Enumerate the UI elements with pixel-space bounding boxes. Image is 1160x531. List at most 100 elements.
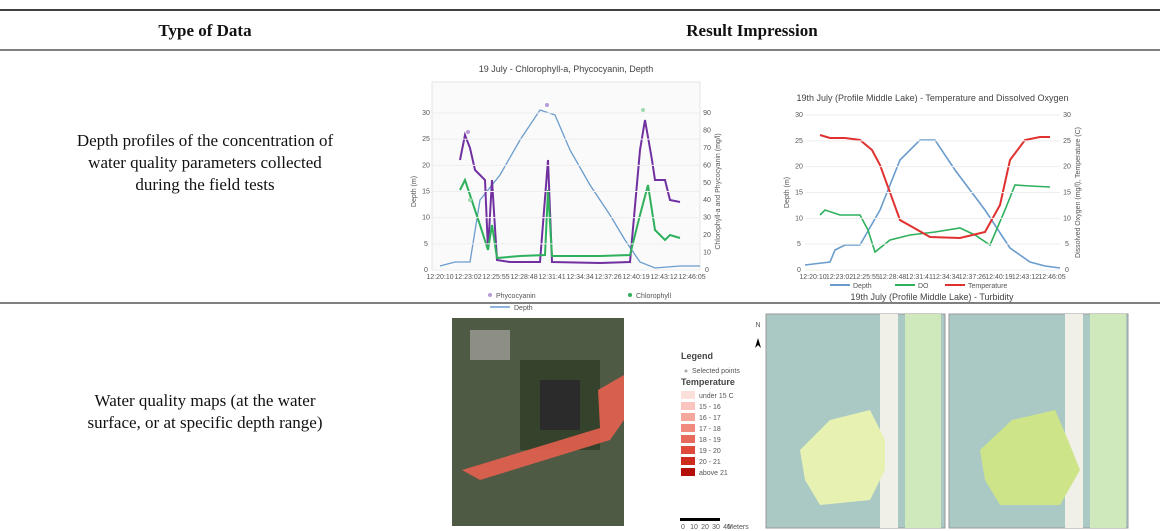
figure-title: 19th July (Profile Middle Lake) - Temper… <box>797 93 1069 103</box>
map-images <box>452 314 1128 528</box>
map-legend-item: 15 - 16 <box>699 404 721 411</box>
figure-title: 19 July - Chlorophyll-a, Phycocyanin, De… <box>479 64 654 74</box>
x-tick: 12:31:41 <box>906 274 933 281</box>
y-tick: 20 <box>795 164 803 171</box>
y2-tick: 10 <box>1063 215 1071 222</box>
map-legend-item: above 21 <box>699 470 728 477</box>
legend-point <box>685 370 688 373</box>
x-tick: 12:34:34 <box>932 274 959 281</box>
y-label: Depth (m) <box>784 177 791 208</box>
x-tick: 12:46:05 <box>1038 274 1065 281</box>
y-tick: 15 <box>795 190 803 197</box>
y-tick: 20 <box>422 162 430 169</box>
legend-swatch <box>681 468 695 476</box>
header: Result Impression <box>686 21 818 40</box>
y-tick: 30 <box>795 112 803 119</box>
legend-label: DO <box>918 283 929 290</box>
legend-swatch <box>681 424 695 432</box>
scale-label: 0 <box>681 524 685 531</box>
map-legend-item: 16 - 17 <box>699 415 721 422</box>
north-arrow-label: N <box>755 322 760 329</box>
scale-label: Meters <box>727 524 749 531</box>
y2-tick: 10 <box>703 250 711 257</box>
scale-label: 20 <box>701 524 709 531</box>
x-tick: 12:23:02 <box>826 274 853 281</box>
figure-caption: 19th July (Profile Middle Lake) - Turbid… <box>850 292 1014 302</box>
x-tick: 12:40:19 <box>622 274 649 281</box>
x-tick: 12:20:10 <box>426 274 453 281</box>
header: Type of Data <box>158 21 252 40</box>
x-tick: 12:28:48 <box>510 274 537 281</box>
y2-tick: 40 <box>703 197 711 204</box>
map-legend-item: 18 - 19 <box>699 437 721 444</box>
y2-tick: 70 <box>703 145 711 152</box>
legend-swatch <box>681 446 695 454</box>
page: Type of Data Result Impression Depth pro… <box>0 0 1160 531</box>
y2-tick: 0 <box>705 267 709 274</box>
y2-tick: 0 <box>1065 267 1069 274</box>
x-tick: 12:43:12 <box>650 274 677 281</box>
y2-tick: 20 <box>703 232 711 239</box>
x-tick: 12:40:19 <box>985 274 1012 281</box>
x-tick: 12:23:02 <box>454 274 481 281</box>
y-tick: 5 <box>424 241 428 248</box>
legend-swatch <box>681 402 695 410</box>
y2-tick: 5 <box>1065 241 1069 248</box>
type-text: Water quality maps (at the water <box>95 391 316 410</box>
y2-tick: 30 <box>703 215 711 222</box>
y2-label: Dissolved Oxygen (mg/l), Temperature (C) <box>1075 127 1082 258</box>
y2-tick: 30 <box>1063 112 1071 119</box>
legend-label: Depth <box>853 283 872 290</box>
y2-tick: 50 <box>703 180 711 187</box>
y-tick: 15 <box>422 189 430 196</box>
y-tick: 0 <box>797 267 801 274</box>
scale-label: 30 <box>712 524 720 531</box>
map-legend-item: 19 - 20 <box>699 448 721 455</box>
y2-tick: 25 <box>1063 138 1071 145</box>
map-legend-title: Legend <box>681 351 713 361</box>
x-tick: 12:37:26 <box>594 274 621 281</box>
y2-tick: 80 <box>703 127 711 134</box>
y2-tick: 20 <box>1063 164 1071 171</box>
map-legend-item: Selected points <box>692 368 740 375</box>
y2-tick: 60 <box>703 162 711 169</box>
legend-swatch <box>681 457 695 465</box>
y-tick: 25 <box>422 136 430 143</box>
figure2-plot <box>805 135 1060 285</box>
y-tick: 0 <box>424 267 428 274</box>
type-text: surface, or at specific depth range) <box>87 413 322 432</box>
type-text: Depth profiles of the concentration of <box>77 131 334 150</box>
y2-tick: 15 <box>1063 190 1071 197</box>
legend-label: Depth <box>514 305 533 312</box>
map-legend-item: 17 - 18 <box>699 426 721 433</box>
map-legend-item: 20 - 21 <box>699 459 721 466</box>
legend-swatch <box>681 413 695 421</box>
x-tick: 12:34:34 <box>566 274 593 281</box>
x-tick: 12:28:48 <box>879 274 906 281</box>
type-text: water quality parameters collected <box>88 153 322 172</box>
map-legend-item: under 15 C <box>699 393 734 400</box>
y-label: Depth (m) <box>411 176 418 207</box>
x-tick: 12:37:26 <box>959 274 986 281</box>
y-tick: 5 <box>797 241 801 248</box>
y-tick: 25 <box>795 138 803 145</box>
map-legend-heading: Temperature <box>681 377 735 387</box>
legend-label: Phycocyanin <box>496 293 536 300</box>
x-tick: 12:46:05 <box>678 274 705 281</box>
y2-tick: 90 <box>703 110 711 117</box>
legend-label: Chlorophyll <box>636 293 671 300</box>
x-tick: 12:25:55 <box>852 274 879 281</box>
y-tick: 10 <box>422 215 430 222</box>
x-tick: 12:43:12 <box>1012 274 1039 281</box>
legend-swatch <box>681 391 695 399</box>
x-tick: 12:31:41 <box>538 274 565 281</box>
x-tick: 12:20:10 <box>799 274 826 281</box>
y2-label: Chlorophyll-a and Phycocyanin (mg/l) <box>715 133 722 249</box>
y-tick: 10 <box>795 215 803 222</box>
type-text: during the field tests <box>135 175 274 194</box>
x-tick: 12:25:55 <box>482 274 509 281</box>
scale-label: 10 <box>690 524 698 531</box>
y-tick: 30 <box>422 110 430 117</box>
legend-swatch <box>681 435 695 443</box>
legend-label: Temperature <box>968 283 1007 290</box>
